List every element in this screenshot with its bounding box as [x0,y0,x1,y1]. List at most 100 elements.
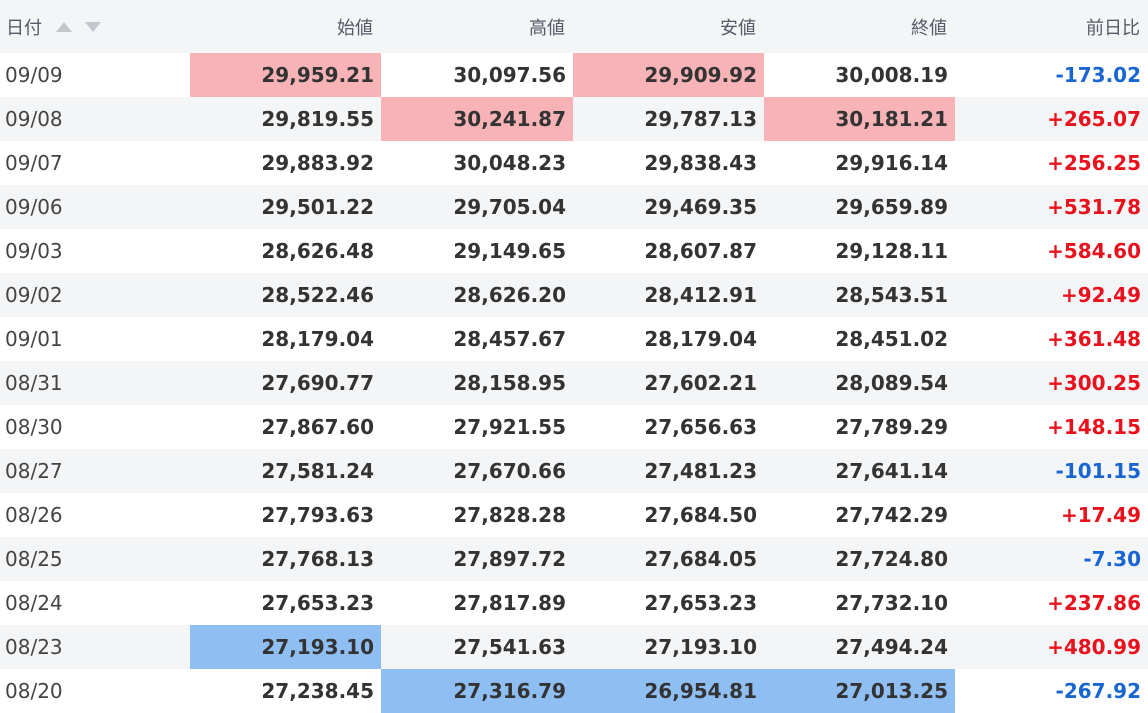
close-cell: 27,013.25 [764,669,955,713]
low-cell: 27,656.63 [644,415,757,439]
low-cell: 28,179.04 [644,327,757,351]
change-cell: +92.49 [955,273,1148,317]
close-cell: 28,451.02 [835,327,948,351]
table-row: 08/23 27,193.10 27,541.63 27,193.10 27,494.2… [0,625,1148,669]
table-row: 08/27 27,581.24 27,670.66 27,481.23 27,641.1… [0,449,1148,493]
table-row: 08/31 27,690.77 28,158.95 27,602.21 28,089.5… [0,361,1148,405]
sort-ascending-icon[interactable] [55,21,72,32]
open-cell: 27,867.60 [261,415,374,439]
date-cell: 08/24 [5,591,63,615]
table-row: 09/07 29,883.92 30,048.23 29,838.43 29,916.1… [0,141,1148,185]
close-cell: 28,089.54 [764,361,955,405]
high-cell: 29,705.04 [381,185,573,229]
high-cell: 28,457.67 [453,327,566,351]
table-row: 08/26 27,793.63 27,828.28 27,684.50 27,742.2… [0,493,1148,537]
sort-toggle[interactable] [55,16,110,37]
low-cell: 29,909.92 [573,53,764,97]
table-row: 09/09 29,959.21 30,097.56 29,909.92 30,008.1… [0,53,1148,97]
table-row: 09/02 28,522.46 28,626.20 28,412.91 28,543.5… [0,273,1148,317]
high-cell: 27,921.55 [453,415,566,439]
high-cell: 30,241.87 [381,97,573,141]
open-cell: 28,522.46 [190,273,381,317]
change-cell: -173.02 [1055,63,1141,87]
open-cell: 27,768.13 [190,537,381,581]
close-cell: 28,543.51 [764,273,955,317]
date-cell: 08/27 [0,449,190,493]
date-cell: 08/31 [0,361,190,405]
low-cell: 27,653.23 [644,591,757,615]
date-cell: 09/06 [0,185,190,229]
date-cell: 09/09 [5,63,63,87]
table-row: 08/20 27,238.45 27,316.79 26,954.81 27,013.2… [0,669,1148,713]
open-cell: 29,959.21 [190,53,381,97]
high-cell: 27,817.89 [453,591,566,615]
open-cell: 27,581.24 [190,449,381,493]
change-cell: +361.48 [1047,327,1141,351]
high-cell: 30,048.23 [453,151,566,175]
date-cell: 09/03 [5,239,63,263]
change-cell: +531.78 [955,185,1148,229]
change-cell: +17.49 [1060,503,1141,527]
change-cell: -7.30 [955,537,1148,581]
date-cell: 08/26 [5,503,63,527]
close-cell: 29,916.14 [835,151,948,175]
low-cell: 27,481.23 [573,449,764,493]
low-column-header: 安値 [573,0,764,53]
high-cell: 27,897.72 [381,537,573,581]
close-cell: 29,128.11 [835,239,948,263]
open-cell: 29,883.92 [261,151,374,175]
change-cell: +265.07 [955,97,1148,141]
date-cell: 09/07 [5,151,63,175]
close-cell: 27,732.10 [835,591,948,615]
low-cell: 27,602.21 [573,361,764,405]
close-column-header: 終値 [764,0,955,53]
date-cell: 08/20 [5,679,63,703]
open-cell: 27,793.63 [261,503,374,527]
date-cell: 08/30 [5,415,63,439]
high-cell: 27,541.63 [381,625,573,669]
table-row: 08/25 27,768.13 27,897.72 27,684.05 27,724.8… [0,537,1148,581]
table-row: 09/01 28,179.04 28,457.67 28,179.04 28,451.0… [0,317,1148,361]
table-row: 08/30 27,867.60 27,921.55 27,656.63 27,789.2… [0,405,1148,449]
open-cell: 29,501.22 [190,185,381,229]
date-cell: 09/08 [0,97,190,141]
high-cell: 27,316.79 [381,669,573,713]
close-cell: 27,742.29 [835,503,948,527]
open-cell: 27,193.10 [190,625,381,669]
low-cell: 26,954.81 [573,669,764,713]
low-cell: 27,193.10 [573,625,764,669]
change-cell: +256.25 [1047,151,1141,175]
high-cell: 27,670.66 [381,449,573,493]
low-cell: 28,607.87 [644,239,757,263]
low-cell: 29,838.43 [644,151,757,175]
change-cell: +584.60 [1047,239,1141,263]
close-cell: 27,494.24 [764,625,955,669]
change-cell: +148.15 [1047,415,1141,439]
date-column-header[interactable]: 日付 [0,0,190,53]
open-cell: 29,819.55 [190,97,381,141]
high-cell: 28,626.20 [381,273,573,317]
open-cell: 28,179.04 [261,327,374,351]
sort-descending-icon[interactable] [85,21,102,32]
table-row: 09/08 29,819.55 30,241.87 29,787.13 30,181.2… [0,97,1148,141]
change-cell: -101.15 [955,449,1148,493]
high-column-header: 高値 [381,0,573,53]
high-cell: 27,828.28 [453,503,566,527]
table-header: 日付 始値 高値 安値 終値 前日比 [0,0,1148,53]
date-cell: 09/02 [0,273,190,317]
open-cell: 27,653.23 [261,591,374,615]
date-cell: 09/01 [5,327,63,351]
low-cell: 27,684.50 [644,503,757,527]
open-cell: 28,626.48 [261,239,374,263]
change-cell: +300.25 [955,361,1148,405]
low-cell: 28,412.91 [573,273,764,317]
open-column-header: 始値 [190,0,381,53]
table-body: 09/09 29,959.21 30,097.56 29,909.92 30,008.1… [0,53,1148,713]
date-cell: 08/23 [0,625,190,669]
close-cell: 30,008.19 [835,63,948,87]
open-cell: 27,238.45 [261,679,374,703]
close-cell: 27,724.80 [764,537,955,581]
change-cell: +480.99 [955,625,1148,669]
high-cell: 29,149.65 [453,239,566,263]
